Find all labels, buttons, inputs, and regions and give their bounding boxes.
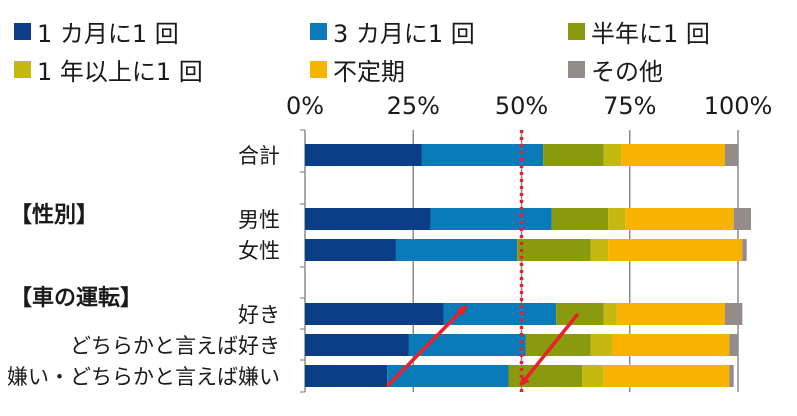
- bar-segment: [590, 334, 613, 356]
- bars-layer: [305, 144, 751, 387]
- legend-swatch: [14, 23, 31, 40]
- bar-segment: [616, 303, 726, 325]
- legend-label: 3 カ月に1 回: [333, 20, 475, 48]
- legend-item: その他: [568, 52, 663, 87]
- legend-item: 不定期: [310, 52, 405, 87]
- category-label: 男性: [238, 208, 280, 232]
- bar-segment: [517, 239, 591, 261]
- bar-segment: [443, 303, 557, 325]
- bar-segment: [556, 303, 604, 325]
- x-tick-label: 75%: [603, 92, 656, 120]
- bar-segment: [608, 239, 743, 261]
- bar-segment: [625, 208, 734, 230]
- bar-segment: [395, 239, 518, 261]
- legend-label: 不定期: [333, 58, 405, 86]
- legend-label: 半年に1 回: [591, 20, 710, 48]
- group-label: 【車の運転】: [10, 285, 142, 311]
- bar-segment: [387, 365, 509, 387]
- bar-segment: [305, 365, 388, 387]
- bar-segment: [305, 303, 444, 325]
- bar-segment: [508, 365, 583, 387]
- legend-label: その他: [591, 58, 663, 86]
- legend-swatch: [310, 61, 327, 78]
- bar-segment: [551, 208, 609, 230]
- x-tick-label: 100%: [704, 92, 773, 120]
- bar-segment: [742, 239, 747, 261]
- bar-segment: [621, 144, 726, 166]
- annotation-arrow: [519, 312, 580, 387]
- category-label: 好き: [238, 303, 280, 327]
- x-tick-label: 0%: [286, 92, 324, 120]
- legend-swatch: [14, 61, 31, 78]
- bar-segment: [525, 334, 591, 356]
- x-tick-label: 50%: [495, 92, 548, 120]
- bar-segment: [725, 303, 743, 325]
- arrows-layer: [386, 304, 580, 388]
- legend-label: 1 カ月に1 回: [37, 20, 179, 48]
- legend-item: 1 カ月に1 回: [14, 14, 179, 49]
- bar-segment: [603, 144, 622, 166]
- bar-segment: [729, 334, 738, 356]
- bar-segment: [582, 365, 604, 387]
- legend: 1 カ月に1 回 3 カ月に1 回 半年に1 回 1 年以上に1 回 不定期 そ…: [0, 0, 797, 90]
- category-label: 嫌い・どちらかと言えば嫌い: [7, 365, 280, 389]
- bar-segment: [608, 208, 626, 230]
- bar-segment: [408, 334, 526, 356]
- legend-swatch: [568, 61, 585, 78]
- bar-segment: [305, 208, 431, 230]
- legend-item: 半年に1 回: [568, 14, 710, 49]
- bar-segment: [729, 365, 734, 387]
- category-label: 女性: [238, 239, 280, 263]
- category-label: どちらかと言えば好き: [70, 334, 280, 358]
- group-label: 【性別】: [10, 203, 98, 228]
- annotation-arrow: [386, 304, 468, 388]
- legend-item: 3 カ月に1 回: [310, 14, 475, 49]
- legend-item: 1 年以上に1 回: [14, 52, 203, 87]
- x-tick-label: 25%: [387, 92, 440, 120]
- bar-segment: [543, 144, 604, 166]
- legend-swatch: [310, 23, 327, 40]
- bar-segment: [603, 303, 617, 325]
- legend-swatch: [568, 23, 585, 40]
- bar-segment: [725, 144, 738, 166]
- bar-segment: [603, 365, 730, 387]
- bar-segment: [612, 334, 730, 356]
- bar-segment: [305, 334, 409, 356]
- bar-segment: [590, 239, 609, 261]
- bar-segment: [733, 208, 751, 230]
- bar-segment: [430, 208, 552, 230]
- labels-layer: 0% 25% 50% 75% 100% 合計男性女性好きどちらかと言えば好き嫌い・どちらか…: [7, 92, 772, 389]
- bar-segment: [305, 239, 396, 261]
- category-label: 合計: [238, 144, 280, 168]
- bar-segment: [421, 144, 544, 166]
- legend-label: 1 年以上に1 回: [37, 58, 203, 86]
- bar-segment: [305, 144, 422, 166]
